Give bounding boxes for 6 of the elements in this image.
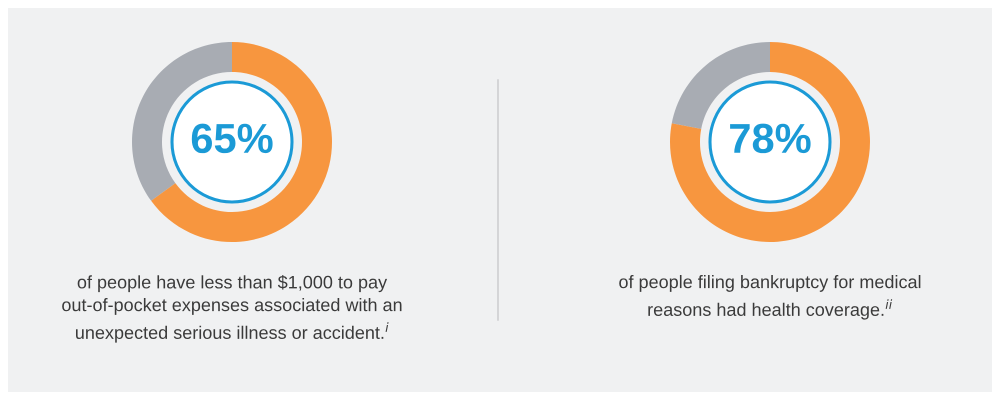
text: of people have less than $1,000 to pay out-of-pocket expenses associated with an unexpected serious illness or accident.$^{i}$ <box>62 275 402 343</box>
data-label: 78% <box>730 124 811 154</box>
donut-slice <box>670 42 870 242</box>
donut-slice <box>151 42 332 242</box>
data-label: 65% <box>192 124 273 154</box>
text: of people filing bankruptcy for medical reasons had health coverage.$^{ii}$ <box>619 275 920 320</box>
